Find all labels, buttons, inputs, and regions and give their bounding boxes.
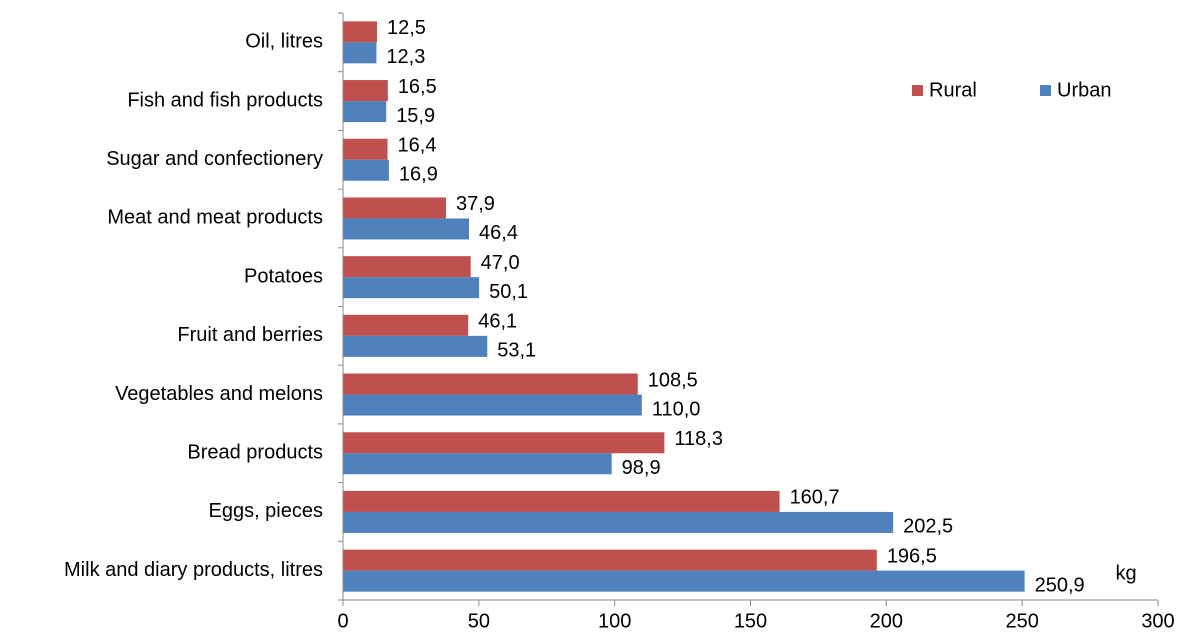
y-tick-label: Fruit and berries [177, 324, 323, 346]
bar [343, 549, 877, 571]
x-tick-label: 150 [734, 610, 767, 632]
data-label: 37,9 [456, 193, 495, 215]
x-tick-label: 250 [1005, 610, 1038, 632]
data-label: 16,5 [398, 76, 437, 98]
bar [343, 101, 387, 123]
data-label: 50,1 [489, 281, 528, 303]
data-label: 16,4 [398, 135, 437, 157]
y-tick-label: Milk and diary products, litres [64, 559, 323, 581]
bar [343, 314, 469, 336]
data-label: 46,1 [478, 311, 517, 333]
bar [343, 42, 377, 64]
data-label: 108,5 [648, 369, 698, 391]
bar [343, 218, 470, 240]
y-tick-label: Potatoes [244, 265, 323, 287]
data-label: 202,5 [903, 516, 953, 538]
data-label: 110,0 [652, 398, 701, 420]
unit-annotation: kg [1115, 562, 1136, 584]
y-tick-label: Sugar and confectionery [106, 148, 323, 170]
x-tick-label: 0 [337, 610, 348, 632]
bar [343, 277, 480, 299]
bar [343, 432, 665, 454]
bar [343, 394, 642, 416]
data-label: 47,0 [481, 252, 520, 274]
data-label: 250,9 [1035, 574, 1085, 596]
data-label: 196,5 [887, 545, 937, 567]
data-label: 160,7 [790, 487, 840, 509]
legend-label: Rural [929, 79, 977, 101]
bar [343, 570, 1025, 592]
bar [343, 138, 388, 160]
data-label: 53,1 [497, 340, 536, 362]
data-label: 46,4 [479, 222, 518, 244]
data-label: 12,3 [386, 46, 425, 68]
bar [343, 453, 612, 475]
bar [343, 197, 446, 219]
data-label: 12,5 [387, 17, 426, 39]
legend-swatch [1040, 85, 1051, 96]
legend-label: Urban [1057, 79, 1111, 101]
bar [343, 335, 488, 357]
x-tick-label: 50 [468, 610, 490, 632]
y-tick-label: Fish and fish products [127, 89, 323, 111]
bar [343, 256, 471, 278]
bar [343, 511, 894, 533]
x-tick-label: 300 [1141, 610, 1174, 632]
data-label: 16,9 [399, 164, 438, 186]
legend-swatch [912, 85, 923, 96]
x-tick-label: 100 [598, 610, 631, 632]
x-tick-label: 200 [870, 610, 903, 632]
bar [343, 21, 377, 43]
y-tick-label: Meat and meat products [107, 207, 323, 229]
y-tick-label: Eggs, pieces [208, 500, 323, 522]
bar [343, 373, 638, 395]
y-tick-label: Vegetables and melons [115, 383, 323, 405]
data-label: 118,3 [674, 428, 723, 450]
data-label: 15,9 [396, 105, 435, 127]
y-tick-label: Oil, litres [245, 31, 323, 53]
bar [343, 490, 780, 512]
bar [343, 159, 389, 181]
y-tick-label: Bread products [187, 442, 323, 464]
data-label: 98,9 [622, 457, 661, 479]
bar [343, 80, 388, 102]
